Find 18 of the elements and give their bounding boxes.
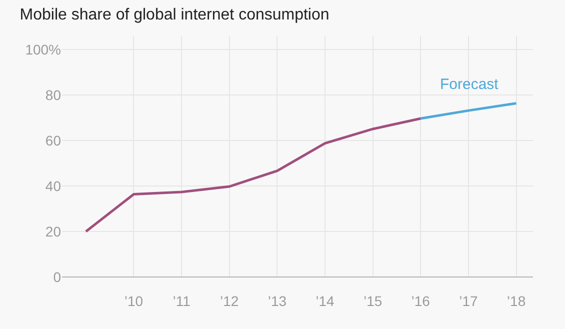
y-tick-label: 60 — [45, 132, 62, 148]
line-series — [84, 117, 422, 233]
x-tick-label: ’15 — [363, 293, 382, 309]
x-tick-label: ’17 — [459, 293, 478, 309]
y-tick-label: 40 — [45, 178, 62, 194]
x-tick-label: ’10 — [124, 293, 144, 309]
x-tick-label: ’11 — [172, 293, 191, 309]
y-tick-label: 80 — [45, 87, 62, 104]
annotation: Forecast — [440, 76, 500, 93]
x-tick-label: ’12 — [220, 293, 239, 309]
x-tick-label: ’18 — [506, 293, 526, 309]
x-tick-label: ’14 — [316, 293, 335, 309]
y-tick-label: 0 — [53, 268, 62, 285]
chart-title: Mobile share of global internet consumption — [20, 6, 330, 24]
x-tick-label: ’16 — [411, 293, 430, 309]
y-tick-label: 100% — [25, 42, 61, 58]
x-tick-label: ’13 — [268, 293, 287, 309]
y-tick-label: 20 — [45, 223, 62, 240]
